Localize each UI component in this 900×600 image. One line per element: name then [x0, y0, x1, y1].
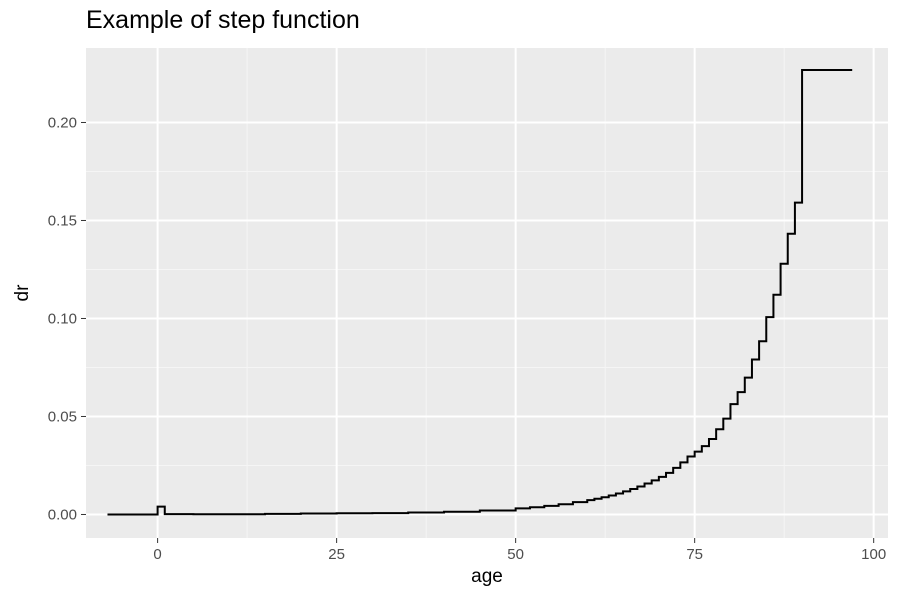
- minor-gridlines: [86, 48, 888, 538]
- y-tick-label: 0.00: [48, 506, 77, 523]
- tick-labels: 0 25 50 75 100 0.00 0.05 0.10 0.15 0.20: [48, 114, 886, 563]
- x-tick-label: 50: [507, 546, 524, 563]
- x-tick-label: 25: [328, 546, 345, 563]
- axis-ticks: [81, 121, 875, 543]
- x-axis-title: age: [471, 566, 503, 587]
- x-tick-label: 0: [153, 546, 161, 563]
- y-axis-title: dr: [12, 284, 33, 302]
- y-tick-label: 0.10: [48, 310, 77, 327]
- major-gridlines: [86, 48, 888, 538]
- chart-title: Example of step function: [86, 6, 360, 34]
- y-tick-label: 0.15: [48, 212, 77, 229]
- x-tick-label: 100: [861, 546, 886, 563]
- y-tick-label: 0.20: [48, 114, 77, 131]
- y-tick-label: 0.05: [48, 408, 77, 425]
- x-tick-label: 75: [686, 546, 703, 563]
- step-line: [107, 68, 853, 516]
- plot-panel: [86, 48, 888, 538]
